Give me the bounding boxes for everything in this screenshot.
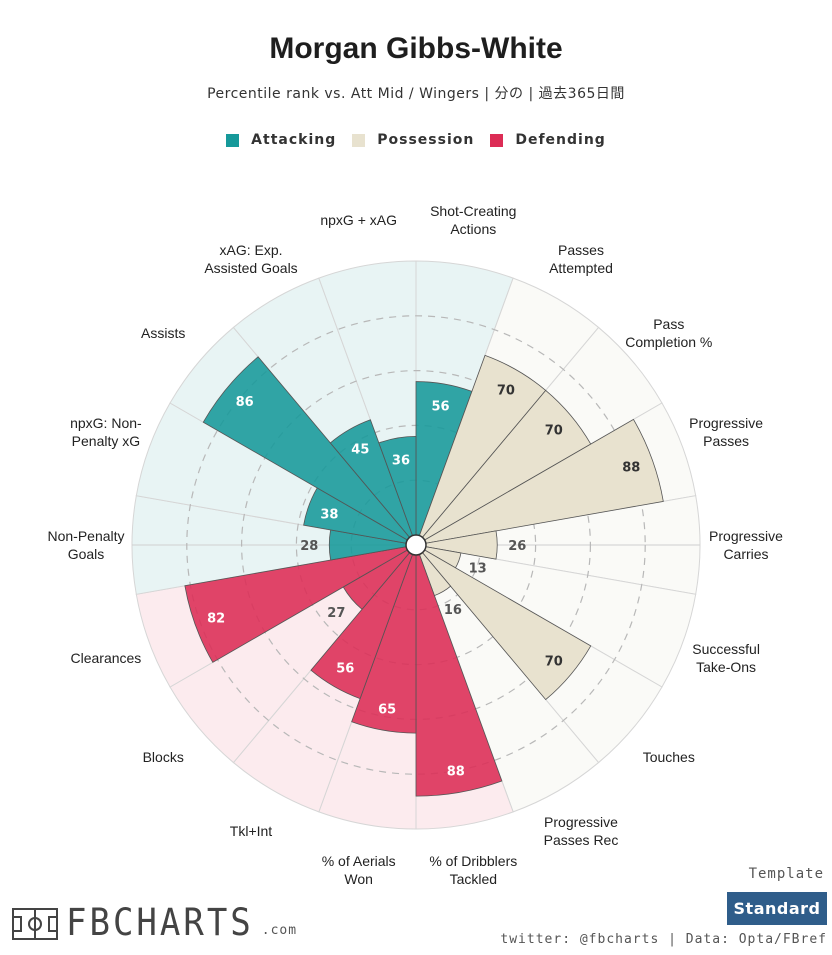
- value-label: 28: [300, 539, 318, 554]
- category-label: Blocks: [143, 749, 184, 765]
- value-label: 45: [351, 443, 369, 458]
- value-label: 65: [378, 703, 396, 718]
- category-label: Clearances: [70, 650, 141, 666]
- legend-item-possession: Possession: [352, 132, 474, 148]
- category-label: % of Dribblers Tackled: [429, 853, 517, 887]
- legend-swatch-attacking: [226, 133, 240, 147]
- legend-item-defending: Defending: [490, 132, 605, 148]
- value-label: 70: [545, 655, 563, 670]
- template-label: Template: [748, 866, 824, 882]
- legend-label-defending: Defending: [515, 132, 606, 148]
- legend-label-possession: Possession: [377, 132, 475, 148]
- value-label: 26: [508, 539, 526, 554]
- logo-suffix: .com: [261, 923, 298, 938]
- value-label: 70: [545, 423, 563, 438]
- logo-text: FBCHARTS: [66, 901, 254, 945]
- category-label: Shot-Creating Actions: [430, 203, 516, 237]
- category-label: Passes Attempted: [549, 242, 613, 276]
- grid-ring: [186, 315, 646, 775]
- value-label: 86: [236, 395, 254, 410]
- category-label: % of Aerials Won: [322, 853, 396, 887]
- category-label: Progressive Carries: [709, 528, 783, 562]
- value-label: 38: [320, 507, 338, 522]
- value-label: 13: [469, 561, 487, 576]
- value-label: 56: [432, 400, 450, 415]
- value-label: 70: [497, 383, 515, 398]
- center-hub: [405, 534, 427, 556]
- category-label: xAG: Exp. Assisted Goals: [204, 242, 297, 276]
- legend-label-attacking: Attacking: [251, 132, 337, 148]
- value-label: 16: [444, 603, 462, 618]
- fbcharts-logo: FBCHARTS .com: [12, 901, 298, 945]
- legend-item-attacking: Attacking: [226, 132, 336, 148]
- value-label: 36: [392, 454, 410, 469]
- chart-title: Morgan Gibbs-White: [269, 32, 563, 65]
- category-label: Pass Completion %: [625, 316, 712, 350]
- category-label: Non-Penalty Goals: [47, 528, 124, 562]
- template-standard-button[interactable]: Standard: [727, 892, 827, 925]
- category-label: Progressive Passes Rec: [544, 814, 619, 848]
- legend-swatch-defending: [490, 133, 504, 147]
- value-label: 88: [447, 765, 465, 780]
- value-label: 88: [622, 461, 640, 476]
- category-label: Assists: [141, 325, 185, 341]
- value-label: 27: [327, 606, 345, 621]
- category-label: Touches: [643, 749, 695, 765]
- footer-credit: twitter: @fbcharts | Data: Opta/FBref: [500, 932, 827, 947]
- category-label: Successful Take-Ons: [692, 641, 760, 675]
- category-label: Tkl+Int: [230, 823, 273, 839]
- value-label: 82: [207, 612, 225, 627]
- category-label: npxG: Non-Penalty xG: [70, 415, 142, 449]
- pitch-icon: [12, 908, 58, 940]
- value-label: 56: [336, 661, 354, 676]
- legend: Attacking Possession Defending: [0, 132, 832, 148]
- category-label: Progressive Passes: [689, 415, 763, 449]
- chart-subtitle: Percentile rank vs. Att Mid / Wingers | …: [207, 86, 625, 102]
- category-label: npxG + xAG: [320, 212, 397, 228]
- legend-swatch-possession: [352, 133, 366, 147]
